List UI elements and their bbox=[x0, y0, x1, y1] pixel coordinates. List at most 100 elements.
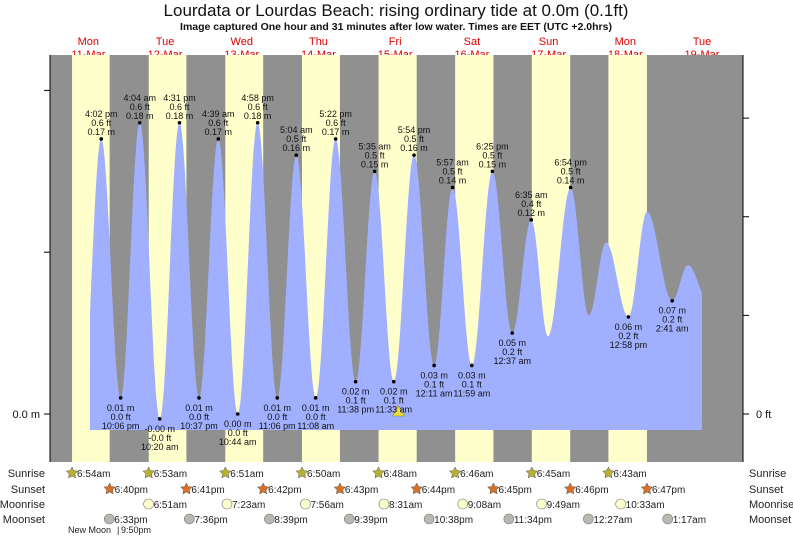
sunset-time: 6:42pm bbox=[268, 485, 301, 496]
high-tide-label: 4:39 am bbox=[202, 109, 235, 119]
high-tide-label: 6:54 pm bbox=[554, 157, 587, 167]
sunset-time: 6:40pm bbox=[115, 485, 148, 496]
high-tide-label: 0.16 m bbox=[283, 143, 311, 153]
low-tide-label: -0.00 m bbox=[144, 424, 175, 434]
low-tide-label: 12:58 pm bbox=[610, 340, 648, 350]
high-tide-label: 0.14 m bbox=[557, 175, 585, 185]
moonset-time: 6:33pm bbox=[114, 515, 147, 526]
high-tide-label: 0.17 m bbox=[322, 127, 350, 137]
high-tide-label: 0.18 m bbox=[126, 111, 154, 121]
low-tide-point bbox=[313, 396, 318, 400]
day-label-dow: Wed bbox=[231, 36, 253, 48]
moonset-icon bbox=[344, 513, 355, 525]
moonrise-row-label: Moonrise bbox=[0, 499, 45, 511]
low-tide-label: 0.0 ft bbox=[306, 412, 327, 422]
moonset-time: 9:39pm bbox=[354, 515, 387, 526]
low-tide-label: 0.01 m bbox=[185, 403, 213, 413]
day-label-dow: Mon bbox=[78, 36, 99, 48]
sunrise-icon bbox=[142, 466, 155, 479]
low-tide-point bbox=[235, 412, 240, 416]
moonset-time: 8:39pm bbox=[274, 515, 307, 526]
high-tide-point bbox=[568, 185, 573, 190]
high-tide-label: 4:04 am bbox=[123, 93, 156, 103]
moonset-time: 10:38pm bbox=[434, 515, 473, 526]
high-tide-label: 0.17 m bbox=[205, 127, 233, 137]
sunset-icon bbox=[333, 482, 347, 495]
sunrise-time: 6:43am bbox=[613, 469, 646, 480]
moonset-icon bbox=[264, 513, 275, 525]
low-tide-point bbox=[391, 379, 396, 384]
low-tide-label: 0.02 m bbox=[342, 387, 370, 397]
day-label-dow: Thu bbox=[309, 36, 328, 48]
low-tide-point bbox=[353, 379, 358, 384]
moonset-icon bbox=[103, 513, 115, 525]
high-tide-point bbox=[137, 120, 142, 125]
high-tide-point bbox=[372, 169, 377, 174]
high-tide-label: 5:22 pm bbox=[319, 109, 352, 119]
axes: 0.0 m 0 ft bbox=[12, 55, 771, 462]
low-tide-label: 0.2 ft bbox=[618, 331, 639, 341]
moonrise-time: 7:23am bbox=[232, 500, 265, 511]
low-tide-label: 0.0 ft bbox=[111, 412, 132, 422]
high-tide-point bbox=[255, 120, 260, 125]
high-tide-label: 6:25 pm bbox=[476, 141, 509, 151]
moonset-time: 12:27am bbox=[593, 515, 632, 526]
day-label-dow: Sun bbox=[539, 36, 559, 48]
high-tide-point bbox=[450, 185, 455, 190]
low-tide-label: 10:06 pm bbox=[102, 421, 140, 431]
high-tide-label: 0.5 ft bbox=[404, 134, 425, 144]
sunrise-time: 6:53am bbox=[154, 469, 187, 480]
moonrise-icon bbox=[300, 498, 311, 510]
sunset-icon bbox=[180, 482, 193, 495]
low-tide-label: 0.1 ft bbox=[384, 396, 405, 406]
low-tide-point bbox=[157, 417, 162, 421]
high-tide-label: 0.18 m bbox=[166, 111, 194, 121]
sunset-time: 6:41pm bbox=[191, 485, 224, 496]
chart-subtitle: Image captured One hour and 31 minutes a… bbox=[180, 21, 612, 33]
low-tide-label: 0.03 m bbox=[420, 370, 448, 380]
low-tide-point bbox=[432, 363, 436, 368]
sunrise-row-label-right: Sunrise bbox=[749, 468, 786, 480]
sunset-row-label-right: Sunset bbox=[749, 484, 783, 496]
high-tide-label: 0.5 ft bbox=[482, 150, 503, 160]
low-tide-label: 0.1 ft bbox=[462, 379, 483, 389]
high-tide-label: 4:02 pm bbox=[85, 109, 118, 119]
high-tide-label: 0.15 m bbox=[361, 159, 389, 169]
low-tide-point bbox=[275, 396, 280, 400]
sunrise-icon bbox=[219, 466, 232, 479]
sunset-icon bbox=[563, 482, 577, 495]
moonset-icon bbox=[184, 513, 195, 525]
low-tide-label: -0.0 ft bbox=[148, 433, 172, 443]
moon-phase-time: 9:50pm bbox=[121, 525, 151, 535]
high-tide-label: 0.6 ft bbox=[208, 118, 229, 128]
sunset-icon bbox=[410, 482, 423, 495]
sunset-time: 6:46pm bbox=[575, 485, 608, 496]
moonset-icon bbox=[423, 513, 435, 525]
low-tide-label: 0.07 m bbox=[658, 306, 686, 316]
low-tide-label: 11:06 pm bbox=[259, 421, 296, 431]
moonrise-time: 6:51am bbox=[154, 500, 187, 511]
now-marker-icon bbox=[392, 405, 406, 417]
high-tide-label: 0.6 ft bbox=[248, 102, 269, 112]
day-label-dow: Fri bbox=[389, 36, 402, 48]
low-tide-point bbox=[670, 298, 674, 303]
moonset-icon bbox=[503, 513, 515, 525]
low-tide-label: 0.00 m bbox=[224, 419, 252, 429]
sunrise-icon bbox=[295, 466, 309, 479]
high-tide-label: 5:54 pm bbox=[398, 125, 431, 135]
high-tide-label: 0.17 m bbox=[87, 127, 115, 137]
moonset-time: 11:34pm bbox=[514, 515, 552, 526]
sunset-icon bbox=[487, 482, 500, 495]
low-tide-label: 10:44 am bbox=[219, 437, 257, 447]
moon-phase: New Moon bbox=[68, 525, 111, 535]
high-tide-label: 4:31 pm bbox=[163, 93, 196, 103]
sunrise-icon bbox=[602, 466, 615, 479]
low-tide-label: 0.2 ft bbox=[662, 315, 683, 325]
high-tide-label: 4:58 pm bbox=[241, 93, 274, 103]
low-tide-label: 11:33 am bbox=[375, 405, 412, 415]
low-tide-label: 10:37 pm bbox=[180, 421, 218, 431]
low-tide-label: 11:08 am bbox=[297, 421, 334, 431]
sun-moon-table: Sunrise Sunrise Sunset Sunset Moonrise Moonri… bbox=[0, 466, 793, 535]
moonrise-time: 8:31am bbox=[389, 500, 422, 511]
